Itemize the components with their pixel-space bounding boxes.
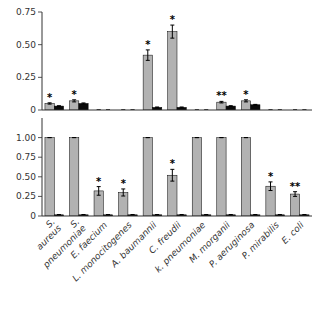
error-bar — [97, 187, 101, 196]
bar — [168, 32, 177, 110]
bar — [192, 138, 201, 216]
y-tick-label: 1.00 — [16, 133, 36, 143]
bar — [79, 103, 88, 110]
error-bar — [244, 100, 248, 102]
error-bar — [146, 50, 150, 60]
error-bar — [155, 214, 159, 216]
bars — [45, 25, 306, 110]
error-bar — [106, 214, 110, 216]
error-bar — [72, 100, 76, 102]
bar — [290, 194, 299, 216]
bar — [119, 192, 128, 216]
y-axis — [42, 118, 43, 216]
error-bar — [131, 214, 135, 216]
annotation: * — [170, 158, 176, 169]
bar — [251, 105, 260, 110]
error-bar — [57, 105, 61, 107]
x-axis — [42, 216, 312, 217]
error-bar — [219, 137, 223, 138]
error-bar — [293, 192, 297, 197]
bar — [143, 55, 152, 110]
error-bar — [219, 101, 223, 103]
x-tick-label: E. coli — [280, 219, 306, 245]
annotation: * — [47, 92, 53, 103]
y-tick — [38, 77, 42, 78]
x-tick-label: P. mirabilis — [240, 220, 281, 261]
y-tick-label: 0.50 — [16, 172, 36, 182]
y-tick — [38, 12, 42, 13]
error-bar — [278, 214, 282, 216]
error-bar — [302, 214, 306, 216]
error-bar — [269, 182, 273, 191]
error-bar — [48, 137, 52, 138]
error-bar — [48, 103, 52, 104]
error-bar — [180, 214, 184, 216]
y-tick-label: 0.75 — [16, 152, 36, 162]
y-tick — [38, 110, 42, 111]
error-bar — [195, 137, 199, 138]
annotation: ** — [290, 181, 301, 192]
error-bar — [180, 106, 184, 108]
y-tick-label: 0.75 — [16, 7, 36, 17]
error-bar — [229, 214, 233, 216]
y-tick-label: 0 — [30, 105, 36, 115]
bar — [143, 138, 152, 216]
bar — [69, 101, 78, 110]
bar — [226, 106, 235, 110]
panel: 00.250.500.751.00******S.aureusS.pneumon… — [16, 118, 312, 283]
y-tick-label: 0.25 — [16, 72, 36, 82]
error-bar — [81, 103, 85, 104]
error-bar — [57, 214, 61, 216]
panel: 00.250.500.75******* — [16, 7, 312, 115]
error-bar — [72, 137, 76, 138]
error-bar — [244, 137, 248, 138]
y-tick — [38, 44, 42, 45]
annotation: * — [72, 89, 78, 100]
y-tick-label: 0.25 — [16, 191, 36, 201]
error-bar — [229, 105, 233, 107]
x-axis — [42, 110, 312, 111]
error-bar — [204, 214, 208, 216]
y-axis — [42, 12, 43, 110]
y-tick — [38, 196, 42, 197]
bar — [217, 138, 226, 216]
bar — [45, 138, 54, 216]
bar — [241, 138, 250, 216]
bar — [69, 138, 78, 216]
error-bar — [146, 137, 150, 138]
error-bar — [170, 169, 174, 181]
y-tick-label: 0 — [30, 211, 36, 221]
annotation: * — [145, 39, 151, 50]
annotation: * — [121, 178, 127, 189]
annotation: * — [170, 14, 176, 25]
annotation: ** — [216, 90, 227, 101]
error-bar — [253, 214, 257, 216]
bar — [45, 103, 54, 110]
bar — [168, 175, 177, 216]
chart: 00.250.500.75*******00.250.500.751.00***… — [0, 0, 320, 320]
bar — [241, 101, 250, 110]
annotation: * — [243, 89, 249, 100]
bar — [217, 102, 226, 110]
y-tick-label: 0.50 — [16, 40, 36, 50]
error-bar — [253, 104, 257, 106]
annotation: * — [268, 171, 274, 182]
error-bar — [121, 189, 125, 196]
y-tick — [38, 216, 42, 217]
error-bar — [155, 106, 159, 108]
annotation: * — [96, 176, 102, 187]
bar — [266, 186, 275, 216]
y-tick — [38, 157, 42, 158]
bars — [45, 138, 309, 216]
error-bar — [81, 214, 85, 216]
bar — [54, 106, 63, 110]
y-tick — [38, 176, 42, 177]
error-bar — [170, 25, 174, 38]
y-tick — [38, 137, 42, 138]
